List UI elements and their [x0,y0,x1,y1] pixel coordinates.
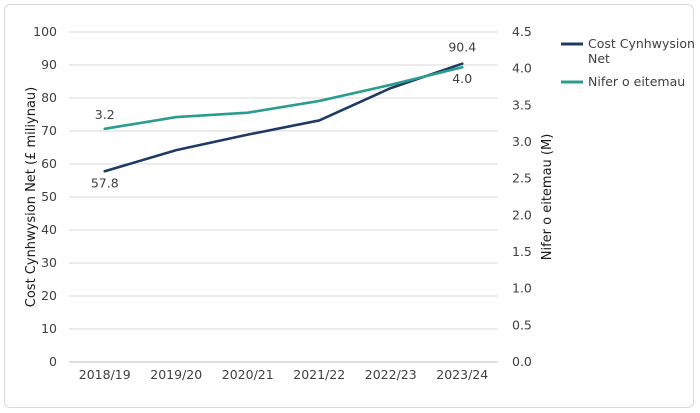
y-left-tick-label: 100 [33,24,57,39]
y-left-tick-label: 90 [41,57,57,72]
data-label: 4.0 [452,71,472,86]
y-right-tick-label: 3.5 [512,97,532,112]
y-right-tick-label: 4.0 [512,61,532,76]
y-right-tick-label: 1.0 [512,281,532,296]
y-right-tick-label: 1.5 [512,244,532,259]
y-left-tick-label: 30 [41,255,57,270]
y-right-axis-title: Nifer o eitemau (M) [540,134,555,261]
x-tick-label: 2023/24 [436,367,488,382]
legend-label: Nifer o eitemau [588,74,685,89]
series-line-nifer-o-eitemau [103,65,464,131]
y-left-axis-title: Cost Cynhwysion Net (£ miliynau) [24,87,39,307]
x-tick-label: 2019/20 [150,367,202,382]
y-left-tick-label: 80 [41,90,57,105]
y-right-tick-label: 4.5 [512,24,532,39]
y-left-tick-label: 40 [41,222,57,237]
x-tick-label: 2021/22 [293,367,345,382]
data-label: 90.4 [448,40,476,55]
legend-label: Cost Cynhwysion Net [588,36,695,66]
y-right-tick-label: 0.0 [512,354,532,369]
y-right-tick-label: 2.5 [512,171,532,186]
y-right-tick-label: 3.0 [512,134,532,149]
x-tick-label: 2022/23 [365,367,417,382]
data-label: 57.8 [91,175,119,190]
y-left-tick-label: 0 [49,354,57,369]
chart-frame [4,4,694,408]
y-left-tick-label: 60 [41,156,57,171]
y-left-tick-label: 10 [41,321,57,336]
x-tick-label: 2020/21 [222,367,274,382]
y-left-tick-label: 20 [41,288,57,303]
y-right-tick-label: 0.5 [512,317,532,332]
y-right-tick-label: 2.0 [512,207,532,222]
y-left-tick-label: 70 [41,123,57,138]
x-tick-label: 2018/19 [79,367,131,382]
series-line-cost-cynhwysion-net [103,62,464,173]
data-label: 3.2 [95,107,115,122]
y-left-tick-label: 50 [41,189,57,204]
